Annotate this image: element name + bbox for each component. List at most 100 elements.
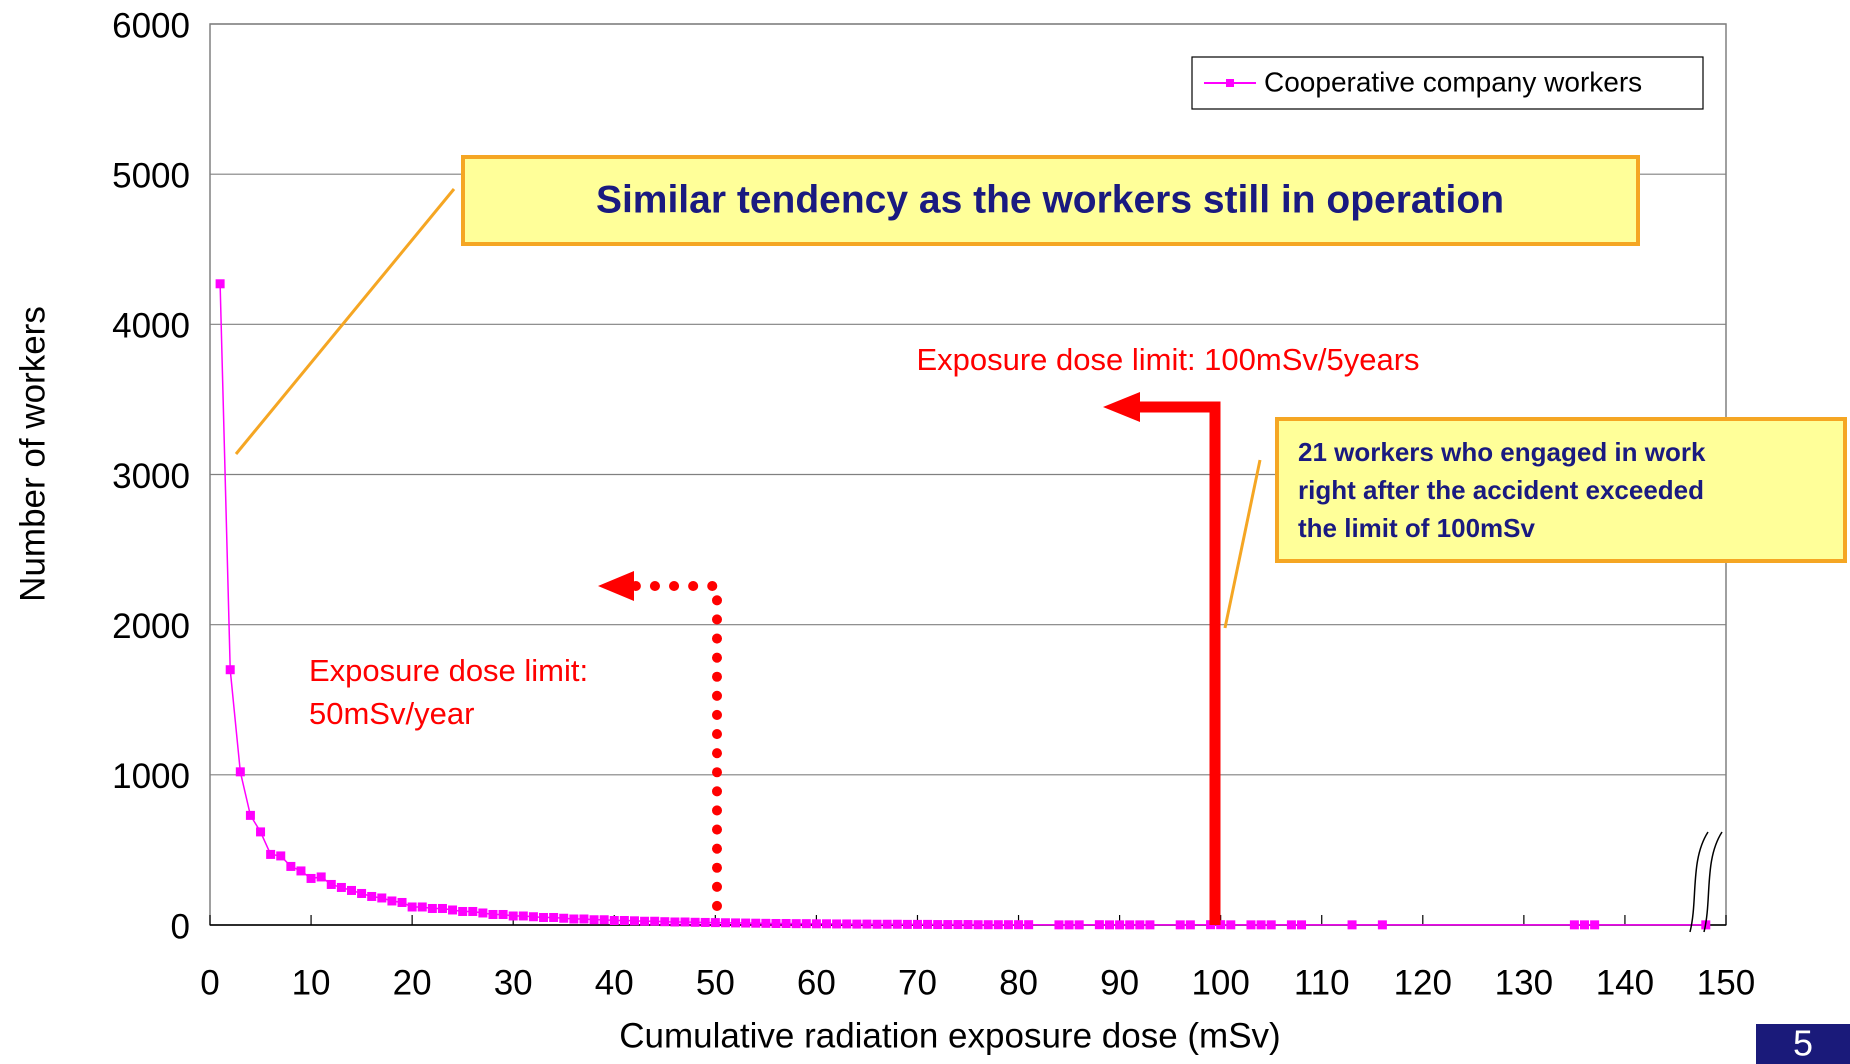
point xyxy=(1125,920,1135,930)
point xyxy=(660,917,670,927)
point xyxy=(478,908,488,918)
point xyxy=(1135,920,1145,930)
point xyxy=(933,920,943,930)
point xyxy=(559,913,569,923)
x-tick-label: 60 xyxy=(797,963,836,1002)
point xyxy=(892,919,902,929)
point xyxy=(549,912,559,922)
point xyxy=(1580,920,1590,930)
point xyxy=(1115,920,1125,930)
point xyxy=(1347,920,1357,930)
callout-box xyxy=(1275,417,1847,563)
limit-arrow xyxy=(625,581,722,911)
point xyxy=(1256,920,1266,930)
point xyxy=(245,810,255,820)
point xyxy=(306,873,316,883)
point xyxy=(741,918,751,928)
callout-text: the limit of 100mSv xyxy=(1298,513,1535,543)
x-tick-label: 10 xyxy=(292,963,331,1002)
point xyxy=(589,915,599,925)
point xyxy=(801,919,811,929)
callout-text: right after the accident exceeded xyxy=(1298,475,1704,505)
y-tick-label: 5000 xyxy=(112,156,190,195)
point xyxy=(650,916,660,926)
point xyxy=(417,902,427,912)
point xyxy=(993,920,1003,930)
x-tick-label: 80 xyxy=(999,963,1038,1002)
x-axis-label: Cumulative radiation exposure dose (mSv) xyxy=(619,1016,1280,1055)
point xyxy=(256,827,266,837)
point xyxy=(427,903,437,913)
point xyxy=(700,917,710,927)
point xyxy=(619,915,629,925)
point xyxy=(357,888,367,898)
point xyxy=(326,879,336,889)
x-tick-label: 150 xyxy=(1697,963,1755,1002)
point xyxy=(953,920,963,930)
point xyxy=(1297,920,1307,930)
point xyxy=(1014,920,1024,930)
y-tick-label: 0 xyxy=(171,907,190,946)
point xyxy=(569,914,579,924)
page-number: 5 xyxy=(1793,1023,1813,1064)
callout-pointer xyxy=(1223,459,1262,629)
x-tick-label: 20 xyxy=(393,963,432,1002)
point xyxy=(367,891,377,901)
point xyxy=(518,911,528,921)
legend-marker xyxy=(1226,79,1234,87)
point xyxy=(488,909,498,919)
point xyxy=(872,919,882,929)
point xyxy=(1104,920,1114,930)
point xyxy=(963,920,973,930)
point xyxy=(387,896,397,906)
point xyxy=(286,861,296,871)
point xyxy=(983,920,993,930)
callout-text: 21 workers who engaged in work xyxy=(1298,437,1706,467)
point xyxy=(1569,920,1579,930)
point xyxy=(1175,920,1185,930)
point xyxy=(498,909,508,919)
point xyxy=(1266,920,1276,930)
x-tick-label: 140 xyxy=(1596,963,1654,1002)
point xyxy=(1145,920,1155,930)
point xyxy=(822,919,832,929)
x-tick-label: 0 xyxy=(200,963,219,1002)
callout-box xyxy=(461,155,1640,246)
x-tick-label: 40 xyxy=(595,963,634,1002)
point xyxy=(458,906,468,916)
point xyxy=(943,920,953,930)
point xyxy=(377,893,387,903)
point xyxy=(842,919,852,929)
point xyxy=(680,917,690,927)
y-tick-label: 2000 xyxy=(112,607,190,646)
y-axis-label: Number of workers xyxy=(13,306,52,602)
point xyxy=(629,916,639,926)
axis-break xyxy=(1689,831,1723,933)
point xyxy=(346,885,356,895)
point xyxy=(811,919,821,929)
arrow-head xyxy=(598,571,634,601)
point xyxy=(862,919,872,929)
point xyxy=(397,897,407,907)
point xyxy=(276,851,286,861)
point xyxy=(539,912,549,922)
point xyxy=(1024,920,1034,930)
arrow-head xyxy=(1103,392,1140,422)
point xyxy=(468,906,478,916)
point xyxy=(1590,920,1600,930)
x-tick-label: 70 xyxy=(898,963,937,1002)
limit-arrow xyxy=(1135,401,1221,925)
series-line xyxy=(219,283,1706,926)
point xyxy=(912,919,922,929)
point xyxy=(1246,920,1256,930)
point xyxy=(579,914,589,924)
point xyxy=(670,917,680,927)
point xyxy=(923,919,933,929)
y-tick-label: 3000 xyxy=(112,457,190,496)
point xyxy=(296,866,306,876)
point xyxy=(448,905,458,915)
annotation: 50mSv/year xyxy=(309,696,474,731)
point xyxy=(336,882,346,892)
point xyxy=(640,916,650,926)
